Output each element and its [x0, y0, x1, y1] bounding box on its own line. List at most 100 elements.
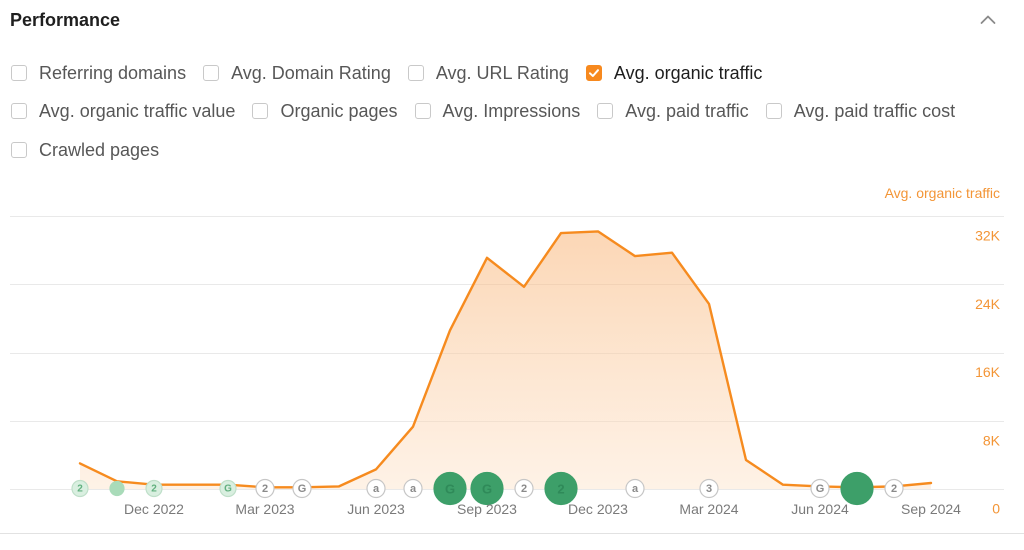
annotation-circle[interactable] — [625, 478, 645, 499]
y-tick-label: 8K — [983, 432, 1001, 448]
x-tick-label: Jun 2024 — [791, 501, 849, 517]
data-point[interactable] — [521, 284, 527, 290]
x-tick-label: Sep 2023 — [457, 501, 517, 517]
annotation-circle[interactable] — [403, 478, 423, 499]
filter-avg-paid-traffic[interactable]: Avg. paid traffic — [597, 100, 749, 122]
annotation-label: a — [410, 483, 417, 495]
annotation-label: 2 — [557, 482, 564, 497]
annotation-marker[interactable]: 2 — [145, 479, 163, 498]
filter-avg-impressions[interactable]: Avg. Impressions — [414, 100, 580, 122]
data-point[interactable] — [484, 255, 490, 261]
checkbox[interactable] — [203, 65, 220, 81]
annotation-circle[interactable] — [884, 478, 904, 499]
filter-crawled-pages[interactable]: Crawled pages — [11, 139, 159, 161]
annotation-marker[interactable]: a — [403, 478, 423, 499]
data-point[interactable] — [595, 228, 601, 234]
annotation-marker[interactable]: G — [219, 479, 237, 498]
series-area-group — [80, 231, 931, 489]
annotation-circle[interactable] — [840, 471, 874, 506]
annotation-circle[interactable] — [433, 471, 467, 506]
x-tick-label: Dec 2023 — [568, 501, 628, 517]
filter-row: Crawled pages — [11, 138, 176, 162]
annotation-circle[interactable] — [145, 479, 163, 498]
annotation-marker[interactable]: 2 — [255, 478, 275, 499]
filter-avg-organic-traffic-value[interactable]: Avg. organic traffic value — [11, 100, 235, 122]
data-point[interactable] — [928, 480, 934, 486]
checkbox[interactable] — [765, 103, 782, 119]
checkbox[interactable] — [11, 142, 27, 158]
annotation-label: 2 — [262, 483, 268, 495]
checkbox[interactable] — [585, 65, 602, 81]
filter-referring-domains[interactable]: Referring domains — [11, 62, 186, 84]
annotation-circle[interactable] — [71, 479, 89, 498]
annotation-circle[interactable] — [366, 478, 386, 499]
annotation-marker[interactable]: 2 — [544, 471, 578, 506]
annotation-marker[interactable]: 3 — [699, 478, 719, 499]
data-point[interactable] — [669, 250, 675, 256]
checkbox[interactable] — [407, 65, 424, 81]
annotation-marker[interactable]: 2 — [514, 478, 534, 499]
annotation-marker[interactable]: a — [366, 478, 386, 499]
x-tick-label: Sep 2024 — [901, 501, 961, 517]
annotation-marker[interactable]: 2 — [71, 479, 89, 498]
data-point[interactable] — [780, 482, 786, 488]
filter-organic-pages[interactable]: Organic pages — [252, 100, 398, 122]
filter-avg-organic-traffic[interactable]: Avg. organic traffic — [585, 62, 763, 84]
data-point[interactable] — [373, 466, 379, 472]
annotation-circle[interactable] — [219, 479, 237, 498]
checkbox-label: Organic pages — [280, 101, 398, 121]
annotation-label: 3 — [706, 483, 712, 495]
filter-avg-domain-rating[interactable]: Avg. Domain Rating — [203, 62, 391, 84]
x-tick-label: Jun 2023 — [347, 501, 405, 517]
data-point[interactable] — [632, 253, 638, 259]
annotation-circle[interactable] — [292, 478, 312, 499]
y-tick-label: 32K — [975, 228, 1001, 244]
annotation-circle[interactable] — [255, 478, 275, 499]
annotation-circle[interactable] — [699, 478, 719, 499]
filter-avg-paid-traffic-cost[interactable]: Avg. paid traffic cost — [765, 100, 956, 122]
annotation-marker[interactable] — [109, 480, 125, 497]
checkbox-label: Avg. organic traffic — [613, 63, 763, 83]
annotation-marker[interactable]: G — [810, 478, 830, 499]
annotation-label: a — [373, 483, 380, 495]
checkbox[interactable] — [11, 65, 27, 81]
annotation-circle[interactable] — [514, 478, 534, 499]
checkbox-label: Avg. organic traffic value — [39, 101, 236, 121]
annotation-circle[interactable] — [109, 480, 125, 497]
annotation-label: 2 — [151, 484, 157, 495]
checkbox[interactable] — [11, 103, 27, 119]
checkbox-label: Avg. paid traffic cost — [793, 101, 956, 121]
annotation-marker[interactable]: a — [625, 478, 645, 499]
data-point[interactable] — [188, 482, 194, 488]
panel-title: Performance — [10, 10, 121, 30]
x-tick-label: Dec 2022 — [124, 501, 184, 517]
annotation-circle[interactable] — [810, 478, 830, 499]
data-point[interactable] — [447, 327, 453, 333]
annotation-label: 2 — [891, 483, 897, 495]
data-point[interactable] — [743, 457, 749, 463]
annotation-marker[interactable]: G — [433, 471, 467, 506]
annotation-marker[interactable]: G — [292, 478, 312, 499]
collapse-button[interactable] — [978, 10, 998, 30]
annotation-label: 2 — [77, 484, 83, 495]
annotation-circle[interactable] — [544, 471, 578, 506]
data-point[interactable] — [558, 230, 564, 236]
checkbox-label: Avg. URL Rating — [435, 63, 569, 83]
data-point[interactable] — [706, 301, 712, 307]
data-point[interactable] — [77, 460, 83, 466]
legend-label: Avg. organic traffic — [884, 185, 1000, 201]
checkbox[interactable] — [597, 103, 614, 119]
data-point[interactable] — [336, 483, 342, 489]
checkbox[interactable] — [414, 103, 431, 119]
data-point[interactable] — [410, 424, 416, 430]
filter-avg-url-rating[interactable]: Avg. URL Rating — [407, 62, 569, 84]
annotation-marker[interactable] — [840, 471, 874, 506]
checkmark-icon — [588, 69, 599, 77]
annotation-marker[interactable]: G — [470, 471, 504, 506]
annotation-circle[interactable] — [470, 471, 504, 506]
annotation-label: G — [482, 482, 492, 497]
annotation-marker[interactable]: 2 — [884, 478, 904, 499]
checkbox[interactable] — [252, 103, 269, 119]
